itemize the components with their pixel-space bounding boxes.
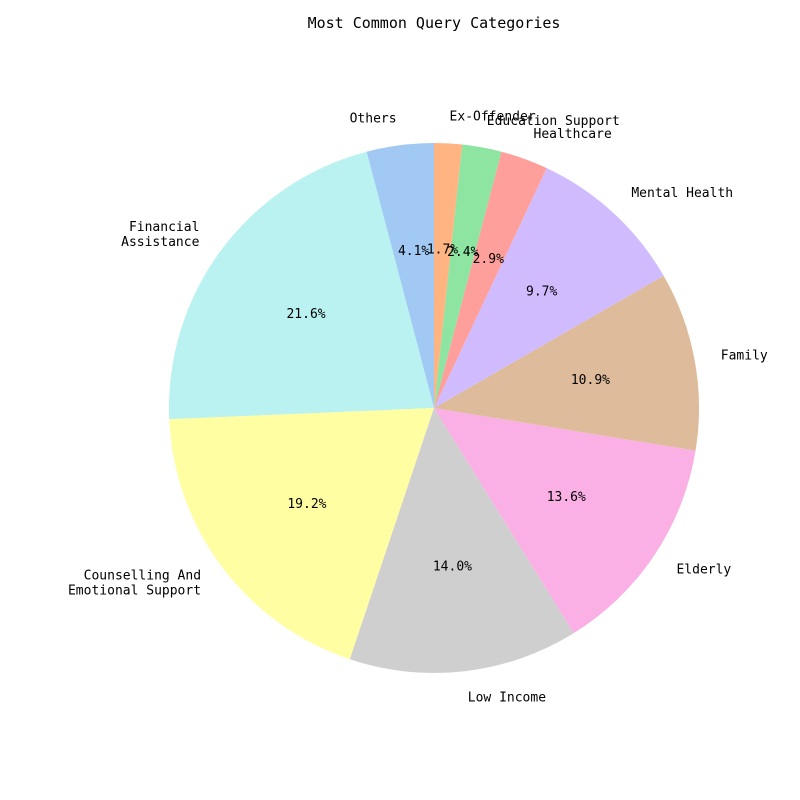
percent-label-elderly: 13.6% [547,490,586,505]
category-label-others: Others [350,112,397,127]
percent-label-healthcare: 2.9% [473,252,504,267]
pie-slice-family [434,275,700,451]
category-label-line: Others [350,112,397,127]
percent-label-low-income: 14.0% [433,559,472,574]
pie-slice-education-support [434,144,502,408]
category-label-line: Assistance [121,235,199,250]
pie-slice-financial-assistance [169,151,435,420]
percent-label-family: 10.9% [571,373,610,388]
category-label-line: Financial [129,220,199,235]
pie-slice-others [366,143,434,408]
category-label-line: Education Support [487,114,620,129]
category-label-line: Healthcare [534,127,612,142]
category-label-counselling-and-emotional-support: Counselling And Emotional Support [68,568,201,598]
category-label-line: Counselling And [84,568,201,583]
category-label-education-support: Education Support [487,114,620,129]
category-labels: Others Financial Assistance Counselling And… [68,110,768,706]
pie-slice-ex-offender [434,143,463,408]
category-label-line: Elderly [676,563,731,578]
pie-slice-low-income [349,408,574,673]
pie-slice-mental-health [434,168,664,408]
category-label-line: Ex-Offender [450,110,536,125]
percent-label-mental-health: 9.7% [526,284,557,299]
pie-slice-healthcare [434,151,547,409]
percent-label-education-support: 2.4% [447,245,478,260]
category-label-line: Low Income [468,690,546,705]
percent-label-ex-offender: 1.7% [427,243,458,258]
chart-title: Most Common Query Categories [308,14,561,32]
category-label-line: Family [721,348,768,363]
pie-slice-counselling-and-emotional-support [169,408,435,660]
percent-label-financial-assistance: 21.6% [286,307,325,322]
category-label-line: Mental Health [631,186,733,201]
pie-slices [169,143,700,673]
percent-labels: 4.1% 21.6% 19.2% 14.0% 13.6% 10.9% 9.7% 2.9%2.4… [286,243,610,575]
category-label-family: Family [721,348,768,363]
category-label-healthcare: Healthcare [534,127,612,142]
percent-label-others: 4.1% [398,244,429,259]
category-label-low-income: Low Income [468,690,546,705]
category-label-ex-offender: Ex-Offender [450,110,536,125]
category-label-line: Emotional Support [68,583,201,598]
category-label-elderly: Elderly [676,563,731,578]
pie-slice-elderly [434,408,696,634]
percent-label-counselling-and-emotional-support: 19.2% [287,497,326,512]
category-label-mental-health: Mental Health [631,186,733,201]
category-label-financial-assistance: Financial Assistance [121,220,199,250]
